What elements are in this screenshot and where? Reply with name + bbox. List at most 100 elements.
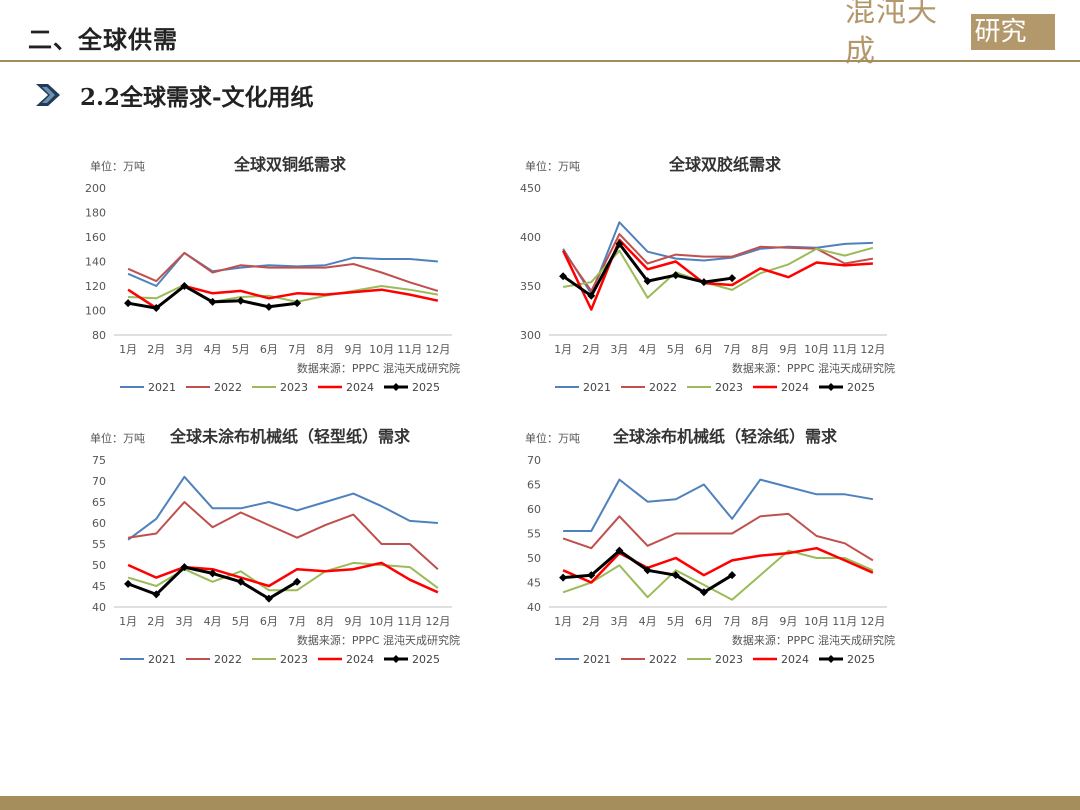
x-tick-label: 7月	[288, 615, 306, 628]
section-heading: 2.2全球需求-文化用纸	[34, 80, 314, 111]
legend-label: 2022	[214, 653, 242, 666]
data-point	[559, 272, 568, 281]
legend-label: 2024	[346, 381, 374, 394]
data-point	[264, 594, 273, 603]
legend-label: 2025	[412, 381, 440, 394]
chart-source-label: 数据来源：PPPC 混沌天成研究院	[732, 361, 895, 375]
logo-right-text: 研究院	[970, 14, 1055, 83]
legend-marker	[827, 655, 835, 663]
x-tick-label: 11月	[832, 343, 857, 356]
x-tick-label: 2月	[582, 615, 600, 628]
x-tick-label: 8月	[751, 343, 769, 356]
data-point	[152, 590, 161, 599]
legend-label: 2025	[847, 653, 875, 666]
chart-title: 全球涂布机械纸（轻涂纸）需求	[612, 427, 838, 446]
legend-label: 2024	[781, 381, 809, 394]
data-point	[728, 274, 737, 283]
y-tick-label: 60	[92, 517, 106, 530]
header-divider	[0, 60, 1080, 62]
data-point	[699, 588, 708, 597]
data-point	[615, 546, 624, 555]
legend-label: 2025	[847, 381, 875, 394]
x-tick-label: 3月	[610, 343, 628, 356]
x-tick-label: 12月	[860, 615, 885, 628]
x-tick-label: 5月	[232, 343, 250, 356]
series-line-2022	[127, 251, 439, 292]
x-tick-label: 7月	[723, 615, 741, 628]
data-point	[236, 296, 245, 305]
data-point	[559, 573, 568, 582]
legend-marker	[827, 383, 835, 391]
data-point	[615, 239, 624, 248]
chart-unit-label: 单位：万吨	[90, 159, 145, 173]
legend-label: 2023	[280, 653, 308, 666]
series-line-2021	[127, 251, 438, 287]
x-tick-label: 1月	[554, 615, 572, 628]
legend-label: 2024	[346, 653, 374, 666]
x-tick-label: 3月	[175, 615, 193, 628]
data-point	[264, 302, 273, 311]
chart-uncoated-mechanical: 单位：万吨 全球未涂布机械纸（轻型纸）需求 40 45 50 55 60 65 70 75 1月 2月…	[80, 422, 480, 672]
y-tick-label: 55	[92, 538, 106, 551]
x-tick-label: 5月	[667, 615, 685, 628]
x-tick-label: 1月	[554, 343, 572, 356]
legend-label: 2023	[280, 381, 308, 394]
x-tick-label: 6月	[260, 343, 278, 356]
x-tick-label: 12月	[425, 615, 450, 628]
legend-label: 2021	[148, 381, 176, 394]
series-line-2022	[127, 501, 439, 570]
legend-label: 2023	[715, 381, 743, 394]
y-tick-label: 300	[520, 329, 541, 342]
data-point	[236, 577, 245, 586]
y-tick-label: 55	[527, 528, 541, 541]
series-line-2021	[127, 475, 438, 541]
y-tick-label: 65	[527, 479, 541, 492]
x-tick-label: 2月	[147, 615, 165, 628]
y-tick-label: 60	[527, 503, 541, 516]
data-point	[671, 571, 680, 580]
chart-unit-label: 单位：万吨	[525, 159, 580, 173]
chart-title: 全球未涂布机械纸（轻型纸）需求	[169, 427, 411, 446]
legend-label: 2025	[412, 653, 440, 666]
legend-label: 2021	[583, 653, 611, 666]
chart-unit-label: 单位：万吨	[90, 431, 145, 445]
x-tick-label: 5月	[232, 615, 250, 628]
x-tick-label: 1月	[119, 343, 137, 356]
x-tick-label: 7月	[723, 343, 741, 356]
series-line-2023	[562, 549, 874, 601]
data-point	[124, 299, 133, 308]
y-tick-label: 350	[520, 280, 541, 293]
x-tick-label: 2月	[147, 343, 165, 356]
data-point	[208, 297, 217, 306]
chart-source-label: 数据来源：PPPC 混沌天成研究院	[297, 361, 460, 375]
data-point	[643, 277, 652, 286]
series-line-2021	[562, 221, 873, 295]
x-tick-label: 10月	[804, 343, 829, 356]
y-tick-label: 80	[92, 329, 106, 342]
chart-title: 全球双铜纸需求	[233, 155, 347, 174]
data-point	[587, 291, 596, 300]
series-line-2021	[563, 478, 874, 532]
x-tick-label: 2月	[582, 343, 600, 356]
y-tick-label: 140	[85, 256, 106, 269]
x-tick-label: 10月	[369, 343, 394, 356]
x-tick-label: 6月	[695, 615, 713, 628]
legend-label: 2024	[781, 653, 809, 666]
y-tick-label: 200	[85, 182, 106, 195]
data-point	[293, 577, 302, 586]
chart-coated-mechanical: 单位：万吨 全球涂布机械纸（轻涂纸）需求 40 45 50 55 60 65 70 1月 2月 3月 4…	[515, 422, 915, 672]
x-tick-label: 6月	[695, 343, 713, 356]
x-tick-label: 1月	[119, 615, 137, 628]
x-tick-label: 11月	[832, 615, 857, 628]
legend-label: 2022	[214, 381, 242, 394]
x-tick-label: 7月	[288, 343, 306, 356]
series-line-2022	[562, 233, 874, 292]
x-tick-label: 10月	[804, 615, 829, 628]
chart-uncoated-woodfree: 单位：万吨 全球双胶纸需求 300 350 400 450 1月 2月 3月 4月 5月 6月 7月 8月…	[515, 150, 915, 400]
x-tick-label: 12月	[425, 343, 450, 356]
legend-label: 2022	[649, 381, 677, 394]
chevron-right-icon	[36, 84, 60, 106]
data-point	[699, 278, 708, 287]
chart-source-label: 数据来源：PPPC 混沌天成研究院	[297, 633, 460, 647]
chart-svg: 单位：万吨 全球未涂布机械纸（轻型纸）需求 40 45 50 55 60 65 70 75 1月 2月…	[90, 427, 460, 666]
